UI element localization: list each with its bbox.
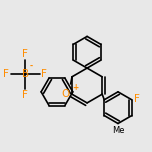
Text: F: F — [134, 94, 140, 104]
Text: +: + — [72, 83, 79, 92]
Text: F: F — [22, 90, 28, 100]
Text: -: - — [29, 62, 32, 71]
Text: F: F — [3, 69, 9, 79]
Text: F: F — [41, 69, 47, 79]
Text: F: F — [22, 49, 28, 59]
Text: B: B — [22, 69, 29, 79]
Text: Me: Me — [112, 126, 125, 135]
Text: O: O — [62, 89, 70, 99]
